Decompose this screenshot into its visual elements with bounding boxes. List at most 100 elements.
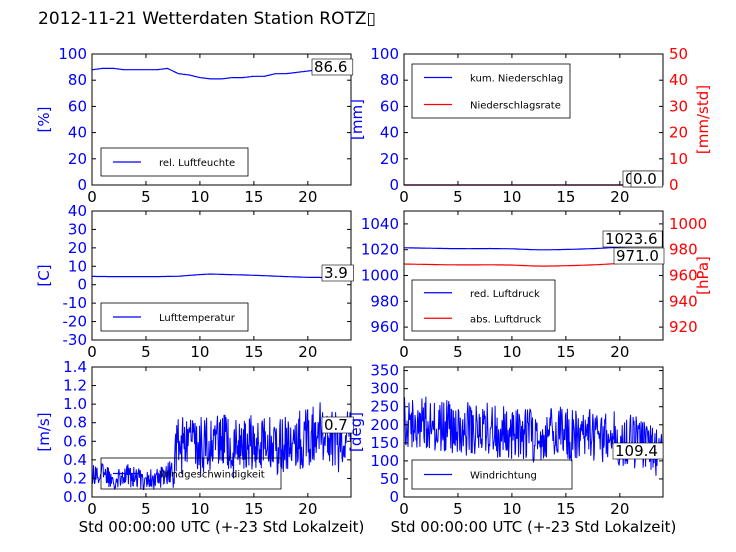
y-tick-label-temperature: 0 [77,276,87,294]
x-tick-label-precipitation: 10 [502,188,521,206]
y-axis-label-temperature: [C] [35,264,53,286]
y-tick-label-temperature: -30 [63,331,88,349]
x-tick-label-windspeed: 15 [244,500,263,518]
y-tick-label-precipitation: 60 [380,97,399,115]
x-tick-label-precipitation: 0 [399,188,409,206]
y-tick-label-pressure: 980 [370,292,399,310]
y-tick-label-humidity: 60 [68,97,87,115]
y-tick-label-windspeed: 1.0 [63,395,87,413]
y-tick-right-label-precipitation: 0 [669,176,679,194]
y-axis-label-right-pressure: [hPa] [694,256,712,295]
x-axis-label-windspeed: Std 00:00:00 UTC (+-23 Std Lokalzeit) [79,518,365,536]
x-tick-label-winddirection: 5 [453,500,463,518]
legend-label-windspeed: Windgeschwindigkeit [159,470,265,481]
x-tick-label-humidity: 0 [87,188,97,206]
x-tick-label-humidity: 5 [141,188,151,206]
x-tick-label-temperature: 5 [141,343,151,361]
y-tick-label-temperature: -10 [63,294,88,312]
x-tick-label-windspeed: 10 [190,500,209,518]
x-tick-label-pressure: 20 [610,343,629,361]
y-tick-right-label-pressure: 920 [669,318,698,336]
x-tick-label-winddirection: 15 [556,500,575,518]
y-tick-right-label-precipitation: 50 [669,45,688,63]
x-tick-label-windspeed: 5 [141,500,151,518]
y-tick-label-winddirection: 50 [380,470,399,488]
x-tick-label-temperature: 20 [298,343,317,361]
y-tick-label-pressure: 1020 [361,241,399,259]
y-axis-label-right-precipitation: [mm/std] [694,85,712,154]
x-tick-label-temperature: 10 [190,343,209,361]
x-tick-label-windspeed: 20 [298,500,317,518]
legend-label-pressure: abs. Luftdruck [470,314,541,325]
value-annotation-winddirection: 109.4 [615,442,658,460]
series-line-winddirection-0 [404,397,663,476]
y-tick-right-label-pressure: 1000 [669,215,707,233]
series-line-temperature-0 [92,274,351,278]
legend-label-temperature: Lufttemperatur [159,313,236,324]
y-tick-label-windspeed: 0.2 [63,469,87,487]
y-tick-label-winddirection: 300 [370,380,399,398]
y-tick-right-label-precipitation: 20 [669,124,688,142]
y-tick-label-precipitation: 100 [370,45,399,63]
y-tick-label-winddirection: 0 [389,488,399,506]
x-tick-label-winddirection: 0 [399,500,409,518]
y-tick-label-temperature: 20 [68,239,87,257]
y-tick-label-windspeed: 0.0 [63,488,87,506]
y-tick-label-temperature: 10 [68,257,87,275]
x-tick-label-windspeed: 0 [87,500,97,518]
y-tick-label-humidity: 40 [68,124,87,142]
y-tick-label-pressure: 1040 [361,215,399,233]
y-tick-label-winddirection: 350 [370,362,399,380]
x-tick-label-precipitation: 20 [610,188,629,206]
x-tick-label-pressure: 0 [399,343,409,361]
y-tick-label-windspeed: 1.4 [63,358,87,376]
y-tick-label-humidity: 100 [58,45,87,63]
y-tick-label-precipitation: 20 [380,150,399,168]
x-tick-label-temperature: 15 [244,343,263,361]
x-tick-label-pressure: 15 [556,343,575,361]
x-tick-label-temperature: 0 [87,343,97,361]
x-tick-label-pressure: 10 [502,343,521,361]
y-tick-right-label-pressure: 980 [669,241,698,259]
value-annotation-precipitation: 0.0 [633,170,657,188]
y-axis-label-winddirection: [deg] [347,412,365,452]
x-tick-label-pressure: 5 [453,343,463,361]
y-tick-label-pressure: 1000 [361,267,399,285]
y-tick-right-label-precipitation: 40 [669,71,688,89]
y-tick-label-winddirection: 250 [370,398,399,416]
y-tick-label-temperature: 30 [68,220,87,238]
legend-label-precipitation: Niederschlagsrate [470,101,561,112]
y-tick-label-precipitation: 40 [380,124,399,142]
y-axis-label-windspeed: [m/s] [35,412,53,451]
x-tick-label-humidity: 15 [244,188,263,206]
y-axis-label-precipitation: [mm] [348,99,366,140]
legend-label-precipitation: kum. Niederschlag [470,74,563,85]
value-annotation-pressure: 971.0 [616,247,659,265]
legend-label-humidity: rel. Luftfeuchte [159,158,235,169]
y-tick-label-windspeed: 1.2 [63,377,87,395]
y-tick-label-precipitation: 0 [389,176,399,194]
x-tick-label-precipitation: 5 [453,188,463,206]
y-tick-label-humidity: 80 [68,71,87,89]
x-tick-label-winddirection: 20 [610,500,629,518]
x-tick-label-precipitation: 15 [556,188,575,206]
y-tick-label-temperature: -20 [63,313,88,331]
legend-label-pressure: red. Luftdruck [470,289,540,300]
y-tick-right-label-precipitation: 10 [669,150,688,168]
y-tick-label-winddirection: 200 [370,416,399,434]
y-tick-label-winddirection: 150 [370,434,399,452]
value-annotation-temperature: 3.9 [324,264,348,282]
y-tick-label-pressure: 960 [370,318,399,336]
y-tick-label-windspeed: 0.8 [63,414,87,432]
y-tick-label-windspeed: 0.6 [63,432,87,450]
figure-canvas: 0 5 10 15 20020406080100[%]rel. Luftfeuchte8… [0,0,736,552]
x-tick-label-humidity: 10 [190,188,209,206]
y-tick-label-humidity: 0 [77,176,87,194]
y-tick-label-windspeed: 0.4 [63,451,87,469]
x-axis-label-winddirection: Std 00:00:00 UTC (+-23 Std Lokalzeit) [391,518,677,536]
y-axis-label-humidity: [%] [35,107,53,133]
y-tick-label-precipitation: 80 [380,71,399,89]
legend-label-winddirection: Windrichtung [470,471,537,482]
x-tick-label-humidity: 20 [298,188,317,206]
value-annotation-pressure: 1023.6 [605,230,658,248]
